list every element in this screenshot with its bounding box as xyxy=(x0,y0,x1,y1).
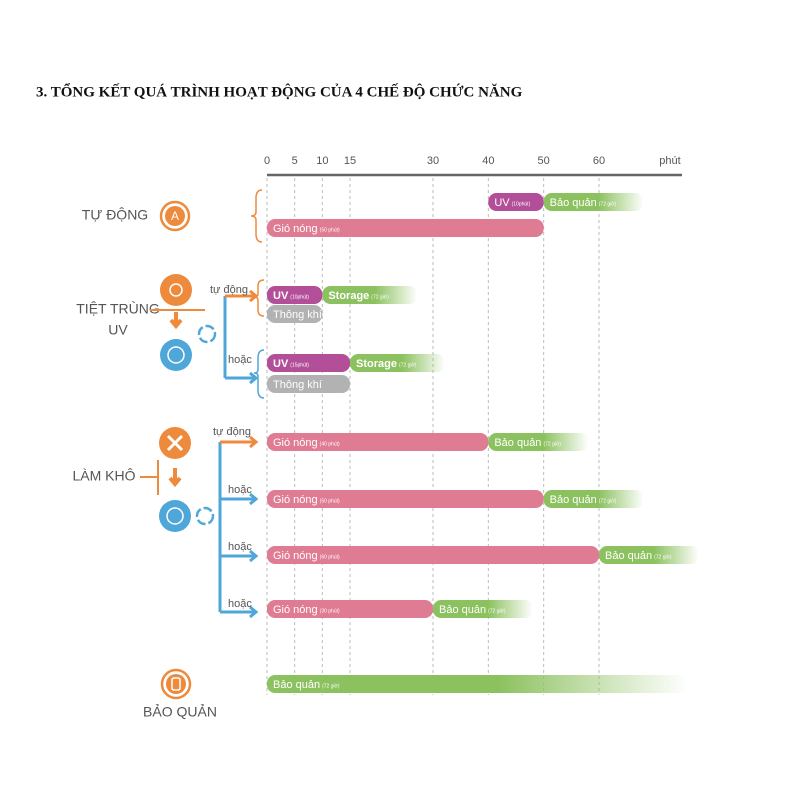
bar xyxy=(267,546,599,564)
group-label: LÀM KHÔ xyxy=(72,468,135,484)
bar xyxy=(267,675,687,693)
bracket xyxy=(253,279,265,317)
group-label: TIỆT TRÙNG xyxy=(76,301,160,317)
bar-note: (10phút) xyxy=(512,201,531,207)
bar-label: Bảo quản xyxy=(550,494,597,506)
axis-unit: phút xyxy=(659,155,680,167)
bar-note: (50 phút) xyxy=(320,227,340,233)
icon xyxy=(166,434,184,452)
branch-label: hoặc xyxy=(228,541,252,553)
bar-label: Bảo quản xyxy=(273,679,320,691)
arrow xyxy=(168,468,182,488)
bar-label: Gió nóng xyxy=(273,223,318,235)
group-label: BẢO QUẢN xyxy=(143,704,217,720)
arrow xyxy=(225,371,259,385)
bar-label: UV xyxy=(273,358,289,370)
title: 3. TỔNG KẾT QUÁ TRÌNH HOẠT ĐỘNG CỦA 4 CH… xyxy=(36,82,523,100)
bar xyxy=(350,354,445,372)
icon xyxy=(171,677,181,691)
tick-label: 40 xyxy=(482,155,494,167)
bar-label: Gió nóng xyxy=(273,437,318,449)
bar-note: (72 giờ) xyxy=(322,683,340,689)
bar-label: Bảo quản xyxy=(605,550,652,562)
icon xyxy=(197,324,217,344)
bar-label: UV xyxy=(273,290,289,302)
bar-note: (72 giờ) xyxy=(654,554,672,560)
icon xyxy=(166,507,184,525)
bar-label: Gió nóng xyxy=(273,494,318,506)
bar-note: (10phút) xyxy=(290,294,309,300)
bar-note: (72 giờ) xyxy=(599,498,617,504)
bar xyxy=(267,375,350,393)
icon xyxy=(169,283,183,297)
arrow xyxy=(169,312,183,330)
bar xyxy=(488,433,589,451)
bar-label: Gió nóng xyxy=(273,604,318,616)
bar xyxy=(543,193,644,211)
bar xyxy=(267,490,544,508)
bar-label: UV xyxy=(494,197,510,209)
bar-note: (72 giờ) xyxy=(371,294,389,300)
tick-label: 30 xyxy=(427,155,439,167)
branch-label: tự động xyxy=(213,426,251,438)
bar xyxy=(488,193,544,211)
bar xyxy=(267,286,323,304)
branch-label: hoặc xyxy=(228,484,252,496)
bracket xyxy=(253,349,265,399)
bar-note: (72 giờ) xyxy=(599,201,617,207)
bar xyxy=(543,490,644,508)
bar-note: (15phút) xyxy=(290,362,309,368)
connector xyxy=(140,460,159,495)
tick-label: 5 xyxy=(292,155,298,167)
icon xyxy=(167,346,185,364)
branch-label: tự động xyxy=(210,284,248,296)
tick-label: 10 xyxy=(316,155,328,167)
icon xyxy=(166,674,186,694)
bar xyxy=(433,600,533,618)
bar-label: Storage xyxy=(328,290,369,302)
bar xyxy=(322,286,418,304)
bar-note: (30 phút) xyxy=(320,608,340,614)
group-label: TỰ ĐỘNG xyxy=(82,207,148,223)
bar-label: Thông khí xyxy=(273,309,322,321)
tick-label: 15 xyxy=(344,155,356,167)
branch-label: hoặc xyxy=(228,354,252,366)
bar-note: (72 giờ) xyxy=(543,441,561,447)
bar-note: (40 phút) xyxy=(320,441,340,447)
bar-note: (60 phút) xyxy=(320,554,340,560)
bar xyxy=(267,354,350,372)
icon-letter: A xyxy=(171,209,179,223)
bar-note: (50 phút) xyxy=(320,498,340,504)
branch-label: hoặc xyxy=(228,598,252,610)
bar-label: Thông khí xyxy=(273,379,322,391)
icon xyxy=(195,506,215,526)
tick-label: 50 xyxy=(538,155,550,167)
bar-note: (72 giờ) xyxy=(399,362,417,368)
tick-label: 60 xyxy=(593,155,605,167)
arrow xyxy=(220,435,259,449)
group-label: UV xyxy=(108,322,128,338)
bar-note: (72 giờ) xyxy=(488,608,506,614)
bar-label: Storage xyxy=(356,358,397,370)
icon xyxy=(159,500,191,532)
bar-label: Bảo quản xyxy=(494,437,541,449)
arrow xyxy=(220,492,259,619)
bar xyxy=(267,600,433,618)
bar-label: Bảo quản xyxy=(439,604,486,616)
bar xyxy=(267,433,489,451)
tick-label: 0 xyxy=(264,155,270,167)
icon xyxy=(160,339,192,371)
bar xyxy=(267,219,544,237)
bar-label: Gió nóng xyxy=(273,550,318,562)
bar xyxy=(267,305,323,323)
bar-label: Bảo quản xyxy=(550,197,597,209)
icon xyxy=(160,274,192,306)
bracket xyxy=(250,189,263,243)
bar xyxy=(599,546,699,564)
icon xyxy=(165,206,185,226)
